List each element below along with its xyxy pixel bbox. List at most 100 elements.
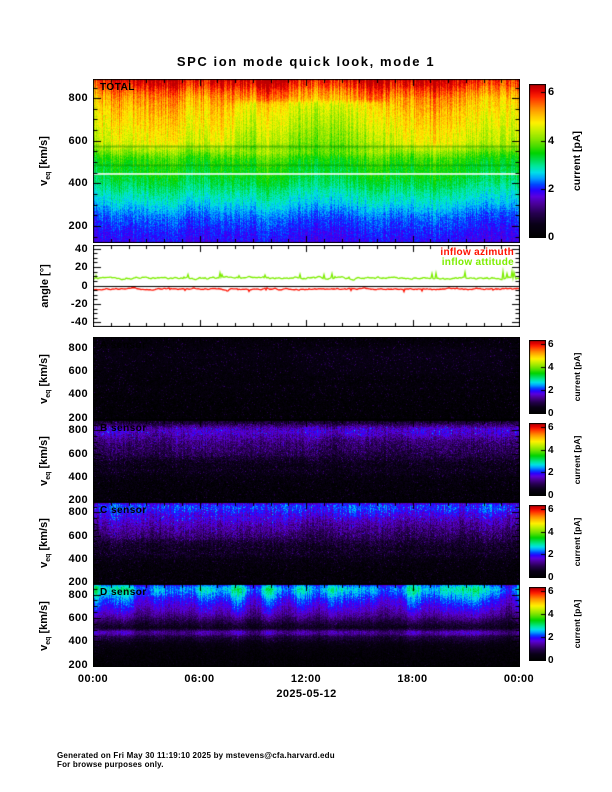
ytick-b-sensor-600: 600	[68, 447, 88, 460]
ytick-angle-20: 20	[74, 261, 88, 274]
cbtick-d-sensor-4: 4	[548, 609, 554, 621]
colorbar-total-canvas	[529, 84, 546, 238]
ytick-d-sensor-600: 600	[68, 611, 88, 624]
ylabel-text: v	[37, 179, 50, 186]
ytick-b-sensor-200: 200	[68, 493, 88, 506]
footer-browse-line: For browse purposes only.	[57, 760, 164, 769]
ylabel-text: v	[37, 397, 50, 404]
ylabel-subscript: eq	[45, 471, 53, 480]
legend-inflow-attitude: inflow attitude	[441, 257, 514, 268]
ylabel-units: [km/s]	[37, 136, 50, 172]
a-sensor-spectrogram-canvas	[93, 337, 520, 420]
ytick-a-sensor-800: 800	[68, 341, 88, 354]
ytick-total-200: 200	[68, 220, 88, 233]
colorbar-b-sensor-canvas	[529, 423, 546, 496]
cblabel-a-sensor: current [pA]	[572, 352, 582, 402]
ylabel-subscript: eq	[45, 171, 53, 180]
ylabel-text: v	[37, 479, 50, 486]
cbtick-a-sensor-0: 0	[548, 408, 554, 419]
xtick-label-2: 12:00	[290, 673, 322, 685]
cbtick-b-sensor-4: 4	[548, 444, 554, 456]
cbtick-d-sensor-6: 6	[548, 586, 554, 598]
cbtick-a-sensor-4: 4	[548, 362, 554, 374]
colorbar-c-sensor-canvas	[529, 505, 546, 578]
colorbar-d-sensor-canvas	[529, 587, 546, 661]
cbtick-a-sensor-2: 2	[548, 385, 554, 396]
ytick-b-sensor-400: 400	[68, 470, 88, 483]
ytick-c-sensor-200: 200	[68, 575, 88, 588]
ylabel-subscript: eq	[45, 389, 53, 398]
ylabel-units: [km/s]	[37, 353, 50, 390]
cbtick-d-sensor-2: 2	[548, 632, 554, 643]
panel-label-d-sensor: D sensor	[100, 587, 147, 598]
cblabel-total: current [pA]	[571, 130, 583, 192]
ylabel-c-sensor: veq [km/s]	[38, 518, 52, 568]
ytick-angle-40: 40	[74, 242, 88, 255]
ytick-a-sensor-200: 200	[68, 411, 88, 424]
ylabel-units: [km/s]	[37, 600, 50, 637]
d-sensor-spectrogram-canvas	[93, 584, 520, 667]
cbtick-total-6: 6	[548, 86, 555, 99]
ylabel-a-sensor: veq [km/s]	[38, 354, 52, 404]
date-label: 2025-05-12	[276, 688, 337, 700]
ylabel-d-sensor: veq [km/s]	[38, 601, 52, 651]
cbtick-c-sensor-4: 4	[548, 526, 554, 538]
ylabel-text: v	[37, 561, 50, 568]
cbtick-c-sensor-6: 6	[548, 503, 554, 515]
ylabel-angle: angle [°]	[39, 264, 51, 308]
ylabel-subscript: eq	[45, 553, 53, 562]
ylabel-subscript: eq	[45, 636, 53, 645]
ytick-d-sensor-800: 800	[68, 588, 88, 601]
cbtick-b-sensor-2: 2	[548, 467, 554, 479]
cbtick-total-4: 4	[548, 134, 555, 147]
ylabel-units: [km/s]	[37, 436, 50, 472]
cbtick-c-sensor-2: 2	[548, 549, 554, 561]
panel-label-total: TOTAL	[100, 82, 135, 93]
total-spectrogram-canvas	[93, 79, 520, 243]
panel-label-a-sensor: A sensor	[100, 340, 147, 351]
angle-plot-canvas	[93, 245, 520, 327]
ytick-a-sensor-600: 600	[68, 364, 88, 377]
ylabel-b-sensor: veq [km/s]	[38, 436, 52, 486]
cblabel-b-sensor: current [pA]	[572, 435, 582, 484]
xtick-label-4: 00:00	[503, 673, 535, 685]
cbtick-c-sensor-0: 0	[548, 572, 554, 583]
ytick-angle-0: 0	[81, 279, 88, 292]
ytick-c-sensor-600: 600	[68, 529, 88, 542]
ytick-c-sensor-400: 400	[68, 552, 88, 565]
xtick-label-3: 18:00	[397, 673, 428, 685]
ylabel-total: veq [km/s]	[38, 136, 52, 186]
legend-inflow-azimuth: inflow azimuth	[440, 247, 514, 258]
ytick-total-600: 600	[68, 134, 88, 147]
cbtick-b-sensor-6: 6	[548, 421, 554, 433]
ytick-angle--40: -40	[70, 316, 88, 329]
ytick-d-sensor-400: 400	[68, 635, 88, 648]
ytick-c-sensor-800: 800	[68, 506, 88, 519]
panel-label-b-sensor: B sensor	[100, 423, 147, 434]
cbtick-d-sensor-0: 0	[548, 655, 554, 666]
cblabel-d-sensor: current [pA]	[572, 599, 582, 649]
ytick-a-sensor-400: 400	[68, 388, 88, 401]
cblabel-c-sensor: current [pA]	[572, 517, 582, 566]
panel-label-c-sensor: C sensor	[100, 505, 147, 516]
c-sensor-spectrogram-canvas	[93, 502, 520, 584]
footer: Generated on Fri May 30 11:19:10 2025 by…	[57, 751, 335, 769]
plot-title: SPC ion mode quick look, mode 1	[176, 54, 436, 69]
footer-generated-line: Generated on Fri May 30 11:19:10 2025 by…	[57, 751, 335, 760]
xtick-label-1: 06:00	[184, 673, 215, 685]
ytick-angle--20: -20	[70, 297, 88, 310]
cbtick-total-0: 0	[548, 231, 555, 243]
ylabel-text: angle [°]	[39, 264, 51, 308]
ylabel-text: v	[37, 644, 50, 651]
ytick-b-sensor-800: 800	[68, 424, 88, 437]
colorbar-a-sensor-canvas	[529, 340, 546, 414]
xtick-label-0: 00:00	[77, 673, 109, 685]
cbtick-total-2: 2	[548, 182, 555, 195]
ytick-total-400: 400	[68, 177, 88, 190]
cbtick-a-sensor-6: 6	[548, 339, 554, 351]
ytick-total-800: 800	[68, 92, 88, 105]
cbtick-b-sensor-0: 0	[548, 490, 554, 501]
ytick-d-sensor-200: 200	[68, 658, 88, 671]
ylabel-units: [km/s]	[37, 518, 50, 554]
